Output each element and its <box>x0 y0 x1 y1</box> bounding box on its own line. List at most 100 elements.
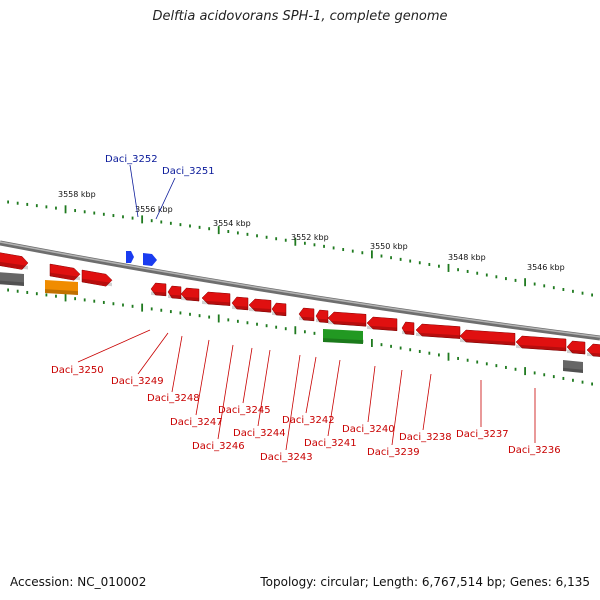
tick-mark <box>323 244 325 248</box>
gene-daci-3249-shade <box>168 294 181 299</box>
leader-daci-3242 <box>305 356 317 414</box>
tick-mark <box>313 331 316 335</box>
gene-label-daci-3239[interactable]: Daci_3239 <box>367 447 420 458</box>
tick-mark <box>150 219 153 223</box>
tick-mark <box>55 294 57 298</box>
gene-daci-3235[interactable] <box>566 340 586 355</box>
gene-daci-3247[interactable] <box>201 291 231 306</box>
tick-mark <box>64 293 67 302</box>
tick-mark <box>141 303 144 312</box>
gene-daci-3234[interactable] <box>586 343 600 357</box>
gene-daci-3242[interactable] <box>315 309 329 323</box>
gene-forward[interactable] <box>0 252 29 270</box>
tick-mark <box>390 256 392 260</box>
leader-daci-3246 <box>217 344 234 440</box>
gene-label-daci-3243[interactable]: Daci_3243 <box>260 452 313 463</box>
tick-mark <box>533 371 536 375</box>
gene-label-daci-3244[interactable]: Daci_3244 <box>233 428 286 439</box>
gene-daci-3237-shade <box>460 338 515 346</box>
gene-daci-3238[interactable] <box>415 323 461 339</box>
tick-mark <box>169 310 172 314</box>
tick-mark <box>466 269 469 273</box>
tick-mark <box>122 303 124 307</box>
tick-mark <box>342 248 345 252</box>
gene-label-daci-3238[interactable]: Daci_3238 <box>399 432 452 443</box>
tick-mark <box>217 314 220 323</box>
gene-label-daci-3245[interactable]: Daci_3245 <box>218 405 271 416</box>
genome-backbone <box>0 240 600 341</box>
gene-daci-3249[interactable] <box>167 285 182 300</box>
leader-daci-3239 <box>391 369 403 446</box>
gene-label-daci-3237[interactable]: Daci_3237 <box>456 429 509 440</box>
tick-mark <box>198 225 201 229</box>
gene-daci-3236[interactable] <box>515 335 567 352</box>
gene-label-daci-3246[interactable]: Daci_3246 <box>192 441 245 452</box>
tick-mark <box>447 263 450 272</box>
tick-mark <box>524 367 526 376</box>
gene-label-daci-3241[interactable]: Daci_3241 <box>304 438 357 449</box>
tick-mark <box>150 307 153 311</box>
tick-mark <box>294 237 297 246</box>
gene-daci-3240[interactable] <box>366 316 398 332</box>
gene-forward-shade <box>82 278 112 287</box>
gene-daci-3239[interactable] <box>401 321 415 335</box>
tick-mark <box>371 338 373 347</box>
gene-label-daci-3252[interactable]: Daci_3252 <box>105 154 158 165</box>
gene-orange[interactable] <box>45 280 78 295</box>
gene-rna-daci-3251[interactable] <box>143 253 157 266</box>
gene-daci-3244[interactable] <box>271 302 287 317</box>
gene-daci-3239-shade <box>402 330 414 335</box>
tick-mark <box>7 288 9 292</box>
gene-label-daci-3248[interactable]: Daci_3248 <box>147 393 200 404</box>
tick-mark <box>313 243 316 247</box>
tick-mark <box>562 376 565 380</box>
gene-label-daci-3250[interactable]: Daci_3250 <box>51 365 104 376</box>
tick-mark <box>26 202 29 206</box>
tick-mark <box>102 212 105 216</box>
gene-forward[interactable] <box>49 263 81 281</box>
tick-mark <box>438 353 440 357</box>
tick-mark <box>457 268 459 272</box>
gene-daci-3250[interactable] <box>150 282 167 297</box>
leader-daci-3250 <box>77 329 151 363</box>
gene-label-daci-3247[interactable]: Daci_3247 <box>170 417 223 428</box>
gene-daci-3241[interactable] <box>327 311 367 327</box>
tick-label-3556: 3556 kbp <box>135 205 173 214</box>
gene-label-daci-3240[interactable]: Daci_3240 <box>342 424 395 435</box>
gene-label-daci-3249[interactable]: Daci_3249 <box>111 376 164 387</box>
gene-daci-3246[interactable] <box>231 296 249 311</box>
tick-mark <box>93 211 96 215</box>
gene-daci-3245[interactable] <box>248 298 272 313</box>
gene-rna-daci-3252[interactable] <box>126 251 134 263</box>
leader-daci-3241 <box>327 359 341 437</box>
tick-mark <box>332 246 335 250</box>
gene-label-daci-3242[interactable]: Daci_3242 <box>282 415 335 426</box>
gene-label-daci-3251[interactable]: Daci_3251 <box>162 166 215 177</box>
leader-daci-3251 <box>155 177 176 220</box>
gene-daci-3248-shade <box>181 296 199 302</box>
gene-daci-3235-shade <box>567 349 585 355</box>
gene-daci-3248[interactable] <box>180 287 200 302</box>
gene-gray-left[interactable] <box>0 272 24 286</box>
tick-mark <box>208 227 211 231</box>
tick-mark <box>179 311 182 315</box>
gene-forward-shade <box>50 272 80 281</box>
gene-label-daci-3236[interactable]: Daci_3236 <box>508 445 561 456</box>
tick-mark <box>208 315 211 319</box>
tick-mark <box>179 223 182 227</box>
gene-forward[interactable] <box>81 269 113 287</box>
tick-mark <box>74 297 77 301</box>
gene-daci-3243[interactable] <box>298 307 315 322</box>
gene-gray-right[interactable] <box>563 360 583 373</box>
tick-mark <box>284 238 287 242</box>
tick-mark <box>351 249 354 253</box>
gene-green[interactable] <box>323 329 363 344</box>
tick-mark <box>447 352 450 361</box>
tick-mark <box>552 375 555 379</box>
tick-mark <box>16 201 19 205</box>
tick-mark <box>131 216 134 220</box>
tick-mark <box>418 261 421 265</box>
gene-daci-3237[interactable] <box>459 329 516 346</box>
leader-daci-3248 <box>171 335 183 393</box>
